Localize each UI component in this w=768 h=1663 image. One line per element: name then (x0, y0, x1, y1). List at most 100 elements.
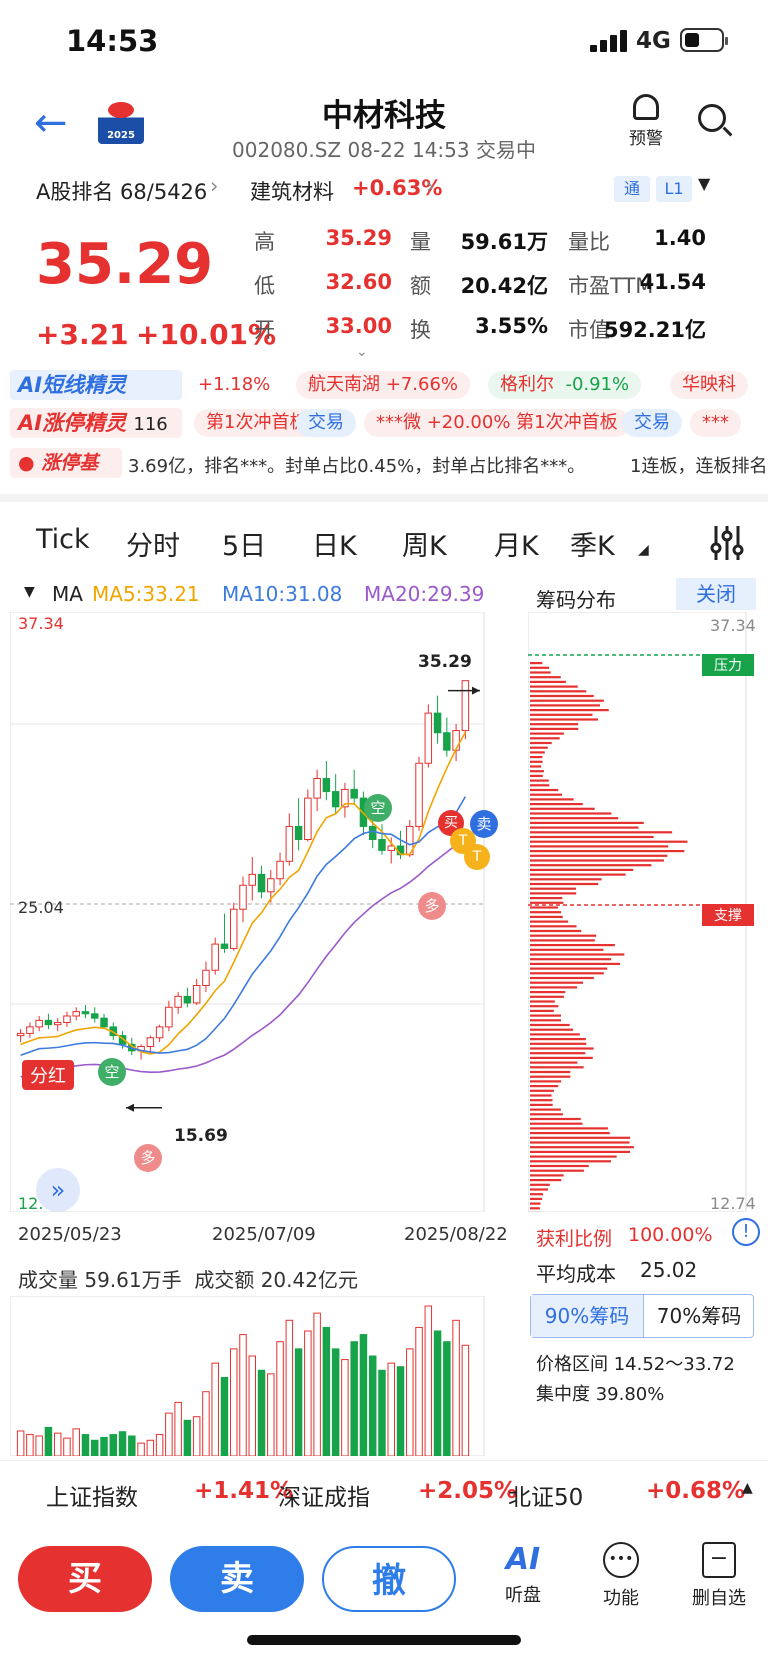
back-arrow-icon[interactable]: ← (34, 100, 68, 146)
index-name[interactable]: 上证指数 (46, 1485, 138, 1511)
volume-bar (81, 1434, 90, 1457)
candle (72, 1011, 80, 1017)
chip-bar (530, 1146, 634, 1149)
sector-name[interactable]: 建筑材料 (250, 180, 334, 204)
chip-bar (530, 1005, 559, 1008)
caret-icon[interactable]: ◢ (638, 542, 649, 558)
trade-pill[interactable]: 交易 (296, 409, 356, 437)
volume-bar (461, 1344, 470, 1457)
ticker-short-line[interactable]: AI短线精灵 1369 +1.18% 航天南湖 +7.66% 格利尔 -0.91… (0, 368, 768, 404)
close-button[interactable]: 关闭 (676, 578, 756, 610)
t-mark[interactable]: T (464, 844, 490, 870)
volume-bar (155, 1434, 164, 1457)
tab-70-chips[interactable]: 70%筹码 (643, 1295, 754, 1337)
index-change: +1.41% (194, 1478, 294, 1504)
buy-button[interactable]: 买 (18, 1546, 152, 1612)
market-rank[interactable]: A股排名 68/5426 (36, 180, 208, 204)
chip-bar (530, 854, 668, 857)
tab-tick[interactable]: Tick (36, 524, 90, 555)
tab-quarterly-k[interactable]: 季K (570, 531, 615, 562)
index-name[interactable]: 北证50 (508, 1485, 584, 1511)
chip-bar (530, 986, 578, 989)
ticker-gene[interactable]: ● 涨停基因 3.69亿，排名***。封单占比0.45%，封单占比排名***。 … (0, 446, 768, 482)
clock: 14:53 (66, 24, 159, 58)
chip-bar (530, 981, 584, 984)
ticker-item[interactable]: 格利尔 -0.91% (488, 371, 642, 399)
ai-short-badge[interactable]: AI短线精灵 1369 (10, 370, 182, 400)
ma5-label: MA5:33.21 (92, 582, 200, 606)
tab-weekly-k[interactable]: 周K (402, 531, 447, 562)
level-tag[interactable]: L1 (656, 176, 692, 202)
chip-bar (530, 1132, 610, 1135)
duo-mark[interactable]: 多 (418, 892, 446, 920)
sell-mark[interactable]: 卖 (470, 810, 498, 838)
sell-button[interactable]: 卖 (170, 1546, 304, 1612)
chip-bar (530, 1066, 584, 1069)
index-name[interactable]: 深证成指 (278, 1485, 370, 1511)
chip-bar (530, 948, 604, 951)
volume-chart[interactable] (9, 1295, 518, 1457)
chip-bar (530, 1117, 581, 1121)
expand-icon[interactable]: ⌄ (356, 344, 368, 360)
settings-sliders-icon[interactable] (708, 524, 746, 562)
candle (433, 712, 442, 734)
caret-down-icon[interactable]: ▼ (24, 584, 35, 600)
candle (100, 1017, 108, 1028)
info-icon[interactable]: ! (732, 1218, 760, 1246)
tab-5day[interactable]: 5日 (222, 531, 267, 562)
connect-tag[interactable]: 通 (614, 176, 650, 202)
ticker-limit-up[interactable]: AI涨停精灵 116 第1次冲首板 交易 ***微 +20.00% 第1次冲首板… (0, 406, 768, 442)
k-line-chart[interactable]: 37.34 12.74 25.04 35.29 15.69 分红 空 空 多 多… (10, 612, 518, 1213)
ticker-item[interactable]: ***微 +20.00% 第1次冲首板 (364, 409, 630, 437)
alarm-button[interactable]: 预警 (626, 94, 666, 149)
alarm-label: 预警 (629, 129, 663, 149)
chip-tab-group: 90%筹码 70%筹码 (530, 1294, 754, 1338)
remove-favorite-button[interactable]: − 删自选 (684, 1542, 754, 1610)
sector-change: +0.63% (352, 176, 443, 200)
caret-down-icon[interactable]: ▼ (698, 174, 711, 193)
date-axis: 2025/05/23 2025/07/09 2025/08/22 (0, 1224, 520, 1254)
candle (443, 732, 451, 751)
quote-key: 换 (410, 318, 431, 342)
cancel-button[interactable]: 撤 (322, 1546, 456, 1612)
dividend-mark[interactable]: 分红 (22, 1060, 74, 1090)
volume-bar (313, 1312, 321, 1457)
volume-bar (294, 1348, 303, 1457)
chip-bar (530, 798, 574, 801)
tab-90-chips[interactable]: 90%筹码 (531, 1295, 643, 1337)
ticker-item[interactable]: 华映科 (670, 371, 748, 399)
tab-intraday[interactable]: 分时 (126, 531, 180, 562)
volume-bar (35, 1435, 43, 1457)
gene-badge[interactable]: ● 涨停基因 (10, 448, 122, 478)
search-icon[interactable] (698, 104, 726, 132)
ticker-item[interactable]: 航天南湖 +7.66% (296, 371, 470, 399)
chip-bar (530, 727, 579, 730)
chip-bar (530, 1174, 564, 1177)
caret-up-icon[interactable]: ▲ (742, 1480, 753, 1496)
ai-limit-badge[interactable]: AI涨停精灵 116 (10, 408, 182, 438)
ai-listen-button[interactable]: AI 听盘 (488, 1542, 558, 1607)
ma20-line (20, 835, 466, 1078)
tab-daily-k[interactable]: 日K (312, 531, 357, 562)
candle (248, 873, 257, 886)
index-bar[interactable]: 上证指数 +1.41% 深证成指 +2.05% 北证50 +0.68% ▲ (0, 1460, 768, 1526)
kong-mark[interactable]: 空 (364, 794, 392, 822)
date-label: 2025/05/23 (18, 1224, 122, 1245)
tab-monthly-k[interactable]: 月K (494, 531, 539, 562)
quote-key: 量 (410, 230, 431, 254)
trade-pill[interactable]: 交易 (622, 409, 682, 437)
ma-legend[interactable]: ▼ MA MA5:33.21 MA10:31.08 MA20:29.39 (0, 578, 520, 612)
chip-bar (530, 897, 563, 900)
chip-bar (530, 770, 544, 773)
function-button[interactable]: ••• 功能 (586, 1542, 656, 1610)
remove-favorite-label: 删自选 (692, 1588, 746, 1609)
candle (304, 797, 312, 841)
divider (0, 494, 768, 502)
candle (16, 1032, 25, 1037)
expand-double-arrow-icon[interactable]: » (36, 1168, 80, 1212)
kong-mark[interactable]: 空 (98, 1058, 126, 1086)
chip-bar (530, 793, 563, 796)
volume-bar (72, 1428, 80, 1457)
chip-bar (530, 666, 550, 669)
duo-mark[interactable]: 多 (134, 1144, 162, 1172)
